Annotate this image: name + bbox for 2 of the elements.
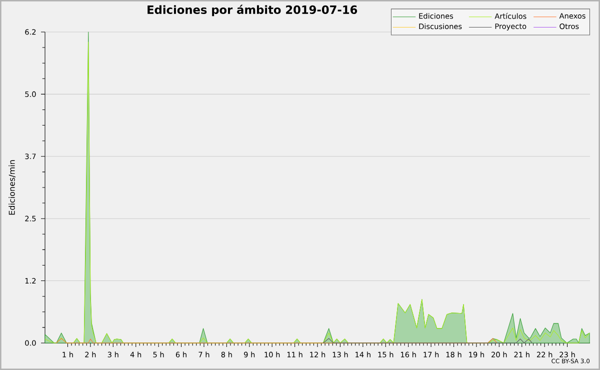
chart-title: Ediciones por ámbito 2019-07-16 [148,4,358,16]
y-axis-title: Ediciones/min [8,160,16,215]
